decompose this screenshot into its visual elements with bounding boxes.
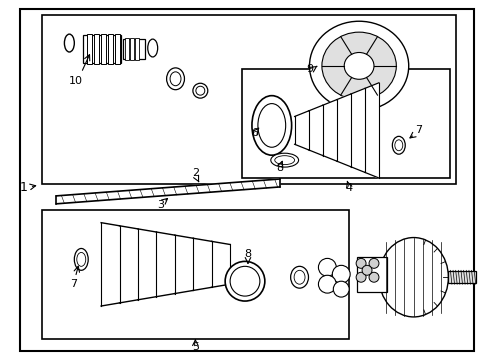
Circle shape — [318, 275, 336, 293]
Text: 10: 10 — [69, 76, 83, 86]
Text: 6: 6 — [251, 129, 258, 138]
Text: 8: 8 — [276, 163, 283, 173]
Bar — [135, 38, 139, 60]
Ellipse shape — [224, 261, 264, 301]
Bar — [83, 35, 121, 63]
Bar — [115, 34, 120, 64]
Text: 2: 2 — [191, 168, 199, 178]
Ellipse shape — [378, 238, 447, 317]
Bar — [130, 38, 134, 60]
Bar — [242, 69, 449, 178]
Text: 4: 4 — [345, 183, 352, 193]
Circle shape — [368, 272, 378, 282]
Ellipse shape — [230, 266, 259, 296]
Text: 7: 7 — [70, 279, 77, 289]
Circle shape — [318, 258, 336, 276]
Ellipse shape — [147, 39, 157, 57]
Polygon shape — [101, 223, 119, 306]
Circle shape — [355, 258, 366, 268]
Polygon shape — [175, 235, 193, 293]
Circle shape — [368, 258, 378, 268]
Ellipse shape — [274, 156, 294, 165]
Bar — [447, 271, 475, 283]
Ellipse shape — [170, 72, 181, 86]
Ellipse shape — [257, 104, 285, 147]
Bar — [122, 39, 144, 59]
Circle shape — [355, 272, 366, 282]
Polygon shape — [193, 238, 211, 291]
Text: 9: 9 — [305, 64, 312, 74]
Polygon shape — [336, 94, 350, 167]
Bar — [356, 257, 386, 292]
Ellipse shape — [74, 248, 88, 270]
Bar — [101, 34, 106, 64]
Polygon shape — [350, 88, 364, 172]
Ellipse shape — [309, 21, 408, 111]
Ellipse shape — [196, 86, 204, 95]
Ellipse shape — [391, 136, 405, 154]
Ellipse shape — [394, 140, 402, 151]
Text: 8: 8 — [244, 249, 251, 260]
Ellipse shape — [192, 83, 207, 98]
Ellipse shape — [251, 96, 291, 155]
Ellipse shape — [166, 68, 184, 90]
Polygon shape — [322, 100, 336, 161]
Ellipse shape — [290, 266, 308, 288]
Ellipse shape — [321, 32, 395, 100]
Polygon shape — [119, 226, 138, 303]
Text: 3: 3 — [157, 200, 164, 210]
Polygon shape — [294, 111, 308, 150]
Bar — [41, 15, 455, 184]
Text: 1: 1 — [20, 181, 28, 194]
Text: 5: 5 — [191, 342, 199, 352]
Bar — [108, 34, 113, 64]
Bar — [94, 34, 99, 64]
Polygon shape — [308, 105, 322, 156]
Polygon shape — [211, 241, 230, 287]
Polygon shape — [364, 83, 378, 178]
Polygon shape — [56, 179, 279, 204]
Circle shape — [332, 265, 349, 283]
Polygon shape — [138, 229, 156, 300]
Ellipse shape — [293, 270, 305, 284]
Text: 7: 7 — [414, 125, 421, 135]
Ellipse shape — [64, 34, 74, 52]
Ellipse shape — [270, 153, 298, 167]
Polygon shape — [156, 232, 175, 297]
Bar — [41, 210, 348, 339]
Bar — [124, 38, 129, 60]
Circle shape — [361, 265, 371, 275]
Bar — [87, 34, 92, 64]
Ellipse shape — [77, 252, 85, 266]
Ellipse shape — [344, 53, 373, 79]
Circle shape — [333, 281, 348, 297]
